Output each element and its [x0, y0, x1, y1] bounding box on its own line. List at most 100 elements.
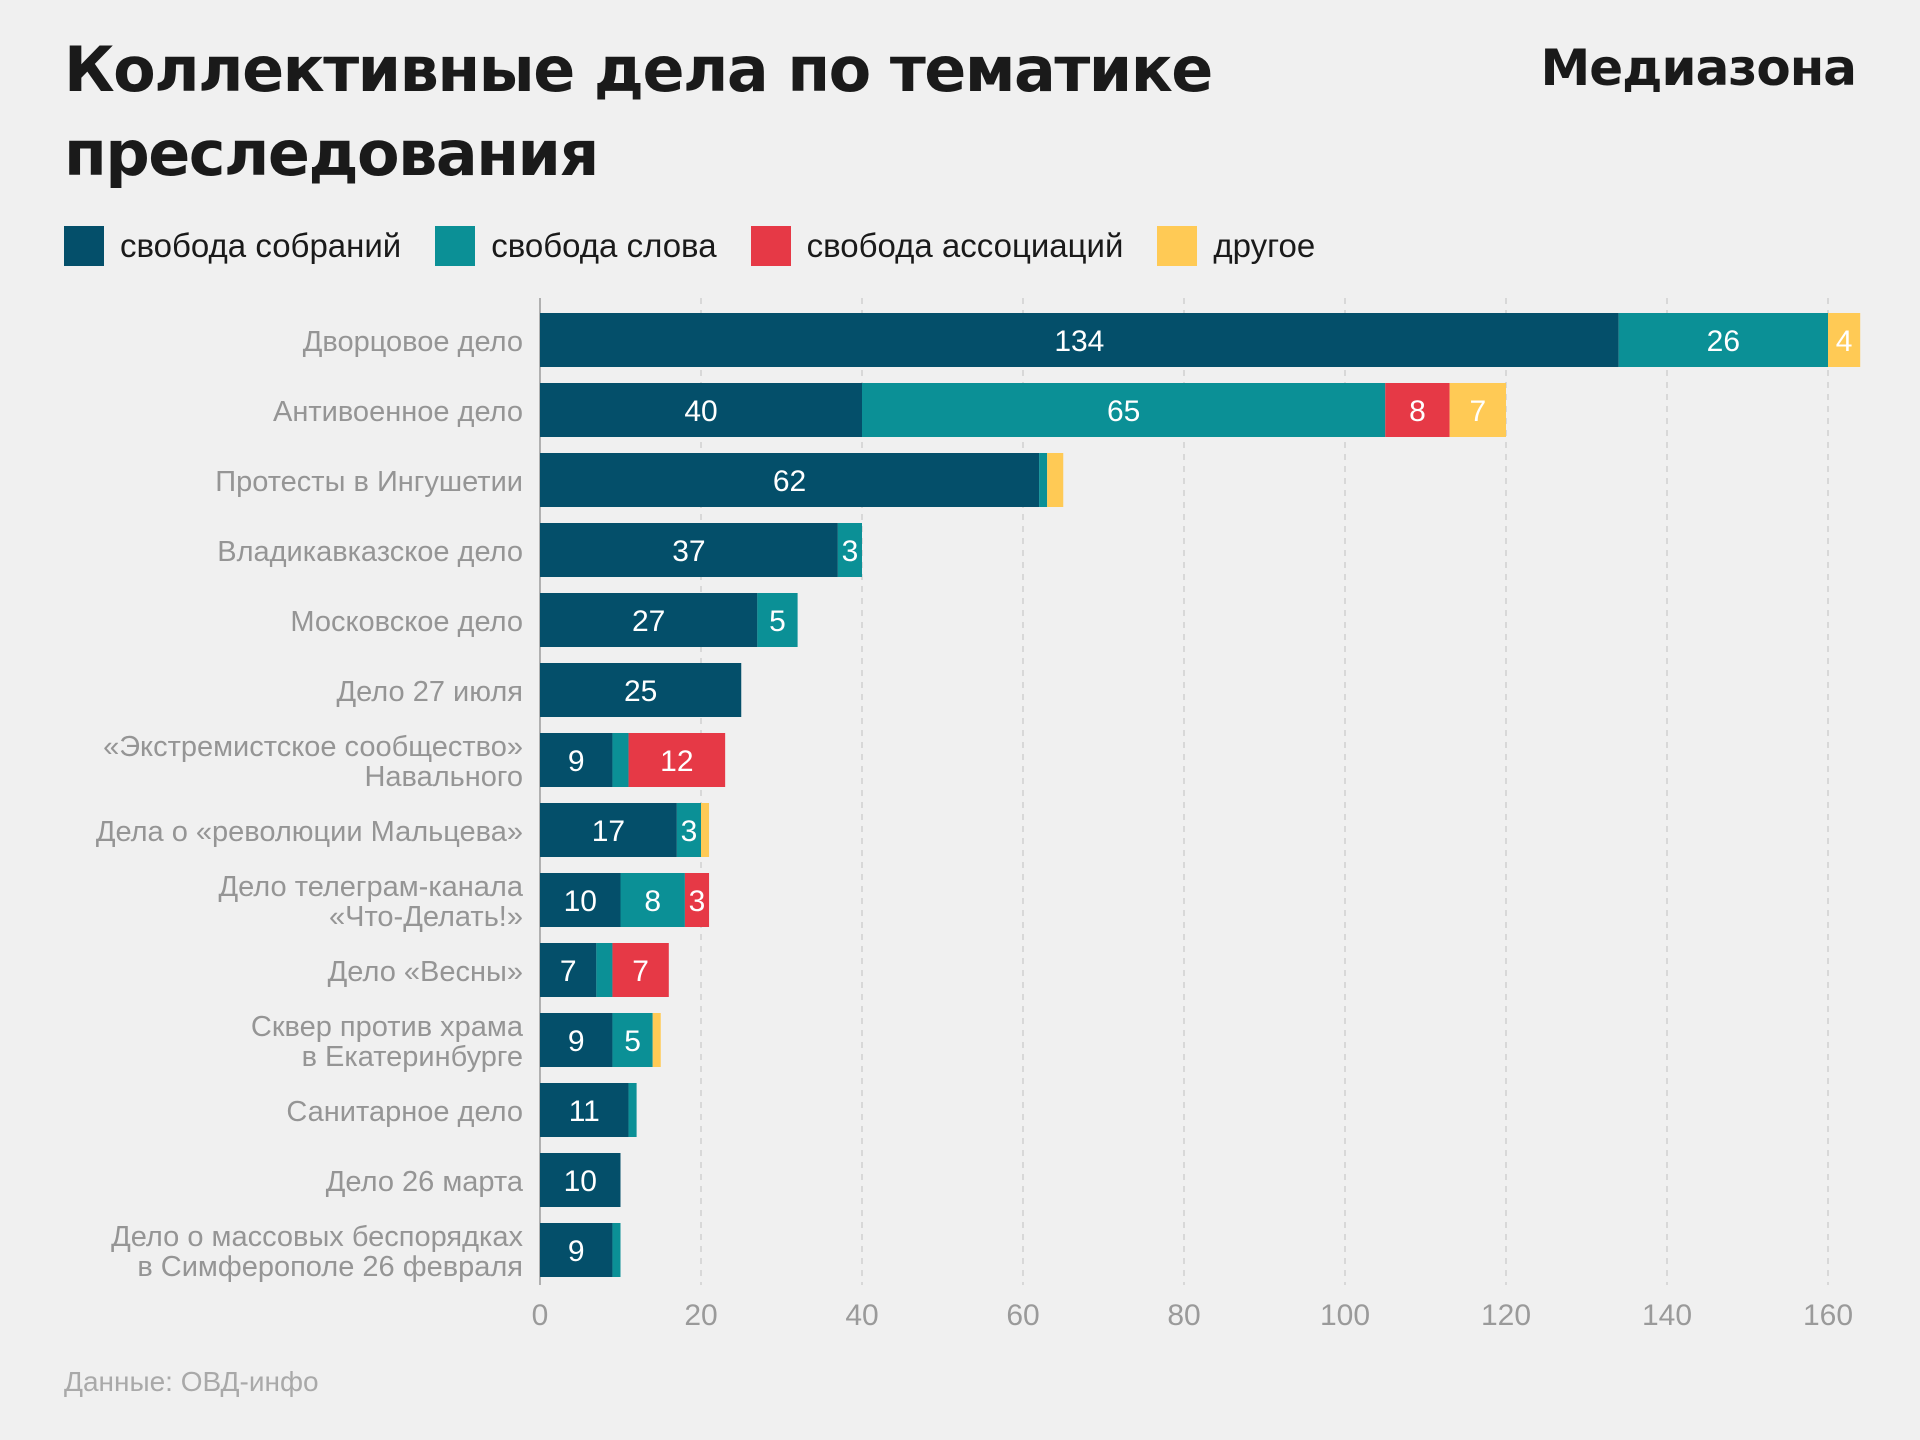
- bar-segment: [540, 593, 758, 647]
- bar-segment: [540, 943, 597, 997]
- bar-segment: [540, 663, 742, 717]
- bar-segment: [628, 733, 726, 787]
- bar-value-label: 25: [624, 675, 657, 708]
- bar-segment: [652, 1013, 661, 1067]
- bar-segment: [540, 383, 862, 437]
- bar-segment: [1618, 313, 1828, 367]
- legend-label-other: другое: [1213, 227, 1316, 264]
- bar-value-label: 17: [592, 815, 625, 848]
- bar-value-label: 40: [684, 395, 717, 428]
- bar-value-label: 5: [624, 1025, 641, 1058]
- bar-segment: [837, 523, 862, 577]
- bar-segment: [540, 523, 838, 577]
- bar-segment: [862, 383, 1386, 437]
- legend-item-speech: свобода слова: [435, 226, 717, 266]
- x-tick-label: 120: [1481, 1299, 1531, 1332]
- category-label: Дело о массовых беспорядках: [111, 1221, 523, 1253]
- bar-value-label: 3: [681, 815, 698, 848]
- legend-label-association: свобода ассоциаций: [806, 227, 1124, 264]
- bar-segment: [612, 1013, 653, 1067]
- legend-swatch-association: [750, 226, 791, 266]
- bar-segment: [540, 1083, 629, 1137]
- legend-label-assembly: свобода собраний: [120, 227, 402, 264]
- bar-segment: [540, 1013, 613, 1067]
- bar-segment: [540, 313, 1619, 367]
- x-tick-label: 60: [1006, 1299, 1039, 1332]
- category-label: Протесты в Ингушетии: [215, 466, 523, 498]
- x-tick-label: 140: [1642, 1299, 1692, 1332]
- bar-value-label: 8: [644, 885, 661, 918]
- bar-segment: [628, 1083, 637, 1137]
- category-label: «Экстремистское сообщество»: [103, 731, 523, 763]
- bar-segment: [540, 733, 613, 787]
- category-label: Дело 27 июля: [337, 676, 524, 708]
- bar-value-label: 37: [672, 535, 705, 568]
- bar-segment: [1047, 453, 1064, 507]
- bar-segment: [540, 873, 621, 927]
- legend-item-assembly: свобода собраний: [64, 226, 401, 266]
- category-label: в Симферополе 26 февраля: [137, 1251, 523, 1283]
- data-source: Данные: ОВД-инфо: [64, 1366, 319, 1397]
- bar-value-label: 11: [569, 1095, 600, 1128]
- legend-item-other: другое: [1157, 226, 1315, 266]
- bar-value-label: 26: [1707, 325, 1740, 358]
- bar-value-label: 65: [1107, 395, 1140, 428]
- x-tick-label: 160: [1803, 1299, 1853, 1332]
- category-label: Сквер против храма: [251, 1011, 524, 1043]
- bar-value-label: 27: [632, 605, 665, 638]
- legend-swatch-assembly: [64, 226, 104, 266]
- legend-label-speech: свобода слова: [491, 227, 717, 264]
- category-label: Антивоенное дело: [273, 396, 523, 428]
- legend-swatch-other: [1157, 226, 1198, 266]
- category-label: Дворцовое дело: [303, 326, 523, 358]
- bar-segment: [540, 1153, 621, 1207]
- category-label: Навального: [364, 761, 523, 793]
- bar-value-label: 134: [1054, 325, 1104, 358]
- bar-value-label: 12: [660, 745, 693, 778]
- bar-segment: [612, 1223, 621, 1277]
- bar-value-label: 8: [1409, 395, 1426, 428]
- bar-segment: [596, 943, 613, 997]
- category-label: Дело телеграм-канала: [219, 871, 524, 903]
- bar-segment: [620, 873, 685, 927]
- category-label: Дела о «революции Мальцева»: [96, 816, 523, 848]
- category-label: Санитарное дело: [286, 1096, 523, 1128]
- bar-value-label: 7: [560, 955, 577, 988]
- bar-segment: [612, 943, 669, 997]
- bar-value-label: 62: [773, 465, 806, 498]
- chart-title: Коллективные дела по тематике преследова…: [64, 33, 1213, 190]
- bar-segment: [701, 803, 710, 857]
- category-label: Владикавказское дело: [217, 536, 523, 568]
- chart-legend: свобода собраний свобода слова свобода а…: [64, 224, 1349, 268]
- category-label: Дело «Весны»: [328, 956, 523, 988]
- x-tick-label: 80: [1167, 1299, 1200, 1332]
- bar-value-label: 3: [842, 535, 859, 568]
- brand-logo: Медиазона: [1540, 39, 1857, 97]
- bar-segment: [1039, 453, 1048, 507]
- bar-value-label: 9: [568, 745, 585, 778]
- bar-value-label: 5: [769, 605, 786, 638]
- bar-segment: [540, 803, 677, 857]
- bar-value-label: 4: [1836, 325, 1853, 358]
- category-label: в Екатеринбурге: [302, 1041, 523, 1073]
- bar-segment: [540, 453, 1040, 507]
- bar-segment: [1828, 313, 1861, 367]
- stacked-bar-chart: 0 20 40 60 80 100 120 140 160 Дворцовое дело 134 26…: [96, 298, 1861, 1332]
- bar-segment: [757, 593, 798, 647]
- bar-segment: [684, 873, 710, 927]
- bar-segment: [676, 803, 701, 857]
- x-tick-label: 20: [684, 1299, 717, 1332]
- bar-value-label: 9: [568, 1235, 585, 1268]
- bar-segment: [1385, 383, 1450, 437]
- x-tick-label: 0: [532, 1299, 549, 1332]
- category-label: «Что-Делать!»: [329, 901, 523, 933]
- legend-swatch-speech: [435, 226, 476, 266]
- bar-value-label: 3: [689, 885, 706, 918]
- category-label: Дело 26 марта: [326, 1166, 524, 1198]
- category-label: Московское дело: [290, 606, 523, 638]
- legend-item-association: свобода ассоциаций: [750, 226, 1124, 266]
- bar-segment: [612, 733, 629, 787]
- bar-segment: [1449, 383, 1506, 437]
- bar-value-label: 10: [564, 1165, 597, 1198]
- bar-value-label: 7: [1469, 395, 1486, 428]
